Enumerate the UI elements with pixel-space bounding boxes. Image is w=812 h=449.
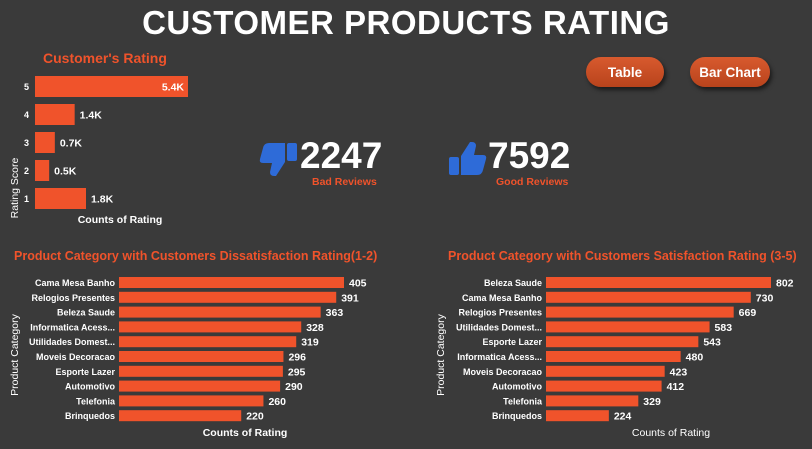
bar — [546, 277, 771, 288]
category-label: Esporte Lazer — [55, 367, 115, 377]
data-label: 802 — [776, 278, 794, 290]
good-reviews-value: 7592 — [488, 135, 571, 176]
bar — [119, 351, 284, 362]
category-label: Utilidades Domest... — [456, 322, 542, 332]
bar — [119, 306, 321, 318]
bar — [546, 291, 751, 303]
dissatisfaction-chart: Product Category with Customers Dissatis… — [9, 249, 377, 439]
thumbs-down-icon — [259, 143, 297, 176]
category-label: Brinquedos — [492, 411, 542, 421]
data-label: 669 — [739, 307, 757, 319]
data-label: 1.8K — [91, 194, 114, 206]
data-label: 412 — [667, 381, 685, 393]
data-label: 583 — [715, 322, 733, 334]
category-label: Relogios Presentes — [458, 308, 542, 318]
data-label: 220 — [246, 411, 264, 423]
bar — [35, 160, 50, 181]
category-label: 4 — [24, 110, 29, 120]
category-label: Telefonia — [76, 396, 116, 406]
satisfaction-chart: Product Category with Customers Satisfac… — [435, 249, 797, 439]
bar — [119, 291, 337, 303]
category-label: Moveis Decoracao — [463, 367, 543, 377]
data-label: 5.4K — [162, 82, 185, 94]
bar — [119, 380, 281, 392]
category-label: 5 — [24, 82, 29, 92]
bar — [119, 365, 283, 377]
data-label: 260 — [268, 396, 286, 408]
bar — [546, 410, 609, 422]
category-label: Cama Mesa Banho — [35, 278, 116, 288]
bar — [35, 132, 55, 153]
data-label: 328 — [306, 322, 324, 334]
bar — [35, 76, 188, 97]
bad-reviews-label: Bad Reviews — [312, 176, 377, 188]
bar — [35, 104, 75, 125]
bar — [119, 395, 264, 407]
y-axis-label: Product Category — [9, 313, 21, 395]
x-axis-label: Counts of Rating — [78, 214, 163, 226]
bar — [546, 306, 734, 318]
data-label: 543 — [703, 337, 721, 349]
bar — [35, 188, 86, 209]
chart-title: Customer's Rating — [43, 50, 167, 66]
data-label: 295 — [288, 366, 306, 378]
data-label: 1.4K — [80, 110, 103, 122]
category-label: Informatica Acess... — [457, 352, 542, 362]
bar — [546, 321, 710, 333]
chart-title: Product Category with Customers Satisfac… — [448, 249, 797, 263]
bar — [546, 395, 639, 407]
bar — [546, 365, 665, 377]
category-label: Informatica Acess... — [30, 322, 115, 332]
category-label: 1 — [24, 194, 29, 204]
category-label: Cama Mesa Banho — [462, 293, 543, 303]
category-label: Beleza Saude — [57, 308, 115, 318]
category-label: Esporte Lazer — [482, 337, 542, 347]
data-label: 480 — [686, 352, 704, 364]
chart-title: Product Category with Customers Dissatis… — [14, 249, 377, 263]
bar — [546, 336, 699, 348]
data-label: 391 — [341, 292, 359, 304]
category-label: Beleza Saude — [484, 278, 542, 288]
table-button[interactable]: Table — [586, 57, 664, 87]
data-label: 319 — [301, 337, 319, 349]
data-label: 730 — [756, 292, 774, 304]
x-axis-label: Counts of Rating — [203, 427, 288, 439]
data-label: 329 — [643, 396, 661, 408]
data-label: 296 — [288, 352, 306, 364]
category-label: Telefonia — [503, 396, 543, 406]
bar — [119, 410, 242, 422]
data-label: 363 — [326, 307, 344, 319]
bar — [546, 351, 681, 362]
customer-rating-chart: Customer's Rating Rating Score Counts of… — [9, 50, 188, 226]
bar — [119, 336, 297, 348]
data-label: 224 — [614, 411, 632, 423]
category-label: 2 — [24, 166, 29, 176]
data-label: 405 — [349, 278, 367, 290]
bar — [119, 277, 344, 288]
category-label: Brinquedos — [65, 411, 115, 421]
category-label: Automotivo — [492, 382, 542, 392]
bar — [119, 321, 302, 333]
category-label: Relogios Presentes — [31, 293, 115, 303]
x-axis-label: Counts of Rating — [632, 427, 710, 439]
y-axis-label: Rating Score — [9, 157, 21, 218]
category-label: Moveis Decoracao — [36, 352, 116, 362]
data-label: 290 — [285, 381, 303, 393]
data-label: 0.5K — [54, 166, 77, 178]
bad-reviews-value: 2247 — [300, 135, 383, 176]
page-title: CUSTOMER PRODUCTS RATING — [142, 4, 670, 41]
y-axis-label: Product Category — [435, 313, 447, 395]
category-label: 3 — [24, 138, 29, 148]
bar — [546, 380, 662, 392]
data-label: 0.7K — [60, 138, 83, 150]
good-reviews-label: Good Reviews — [496, 176, 569, 188]
category-label: Automotivo — [65, 382, 115, 392]
bar-chart-button[interactable]: Bar Chart — [690, 57, 770, 87]
thumbs-up-icon — [449, 142, 487, 175]
data-label: 423 — [670, 366, 688, 378]
category-label: Utilidades Domest... — [29, 337, 115, 347]
